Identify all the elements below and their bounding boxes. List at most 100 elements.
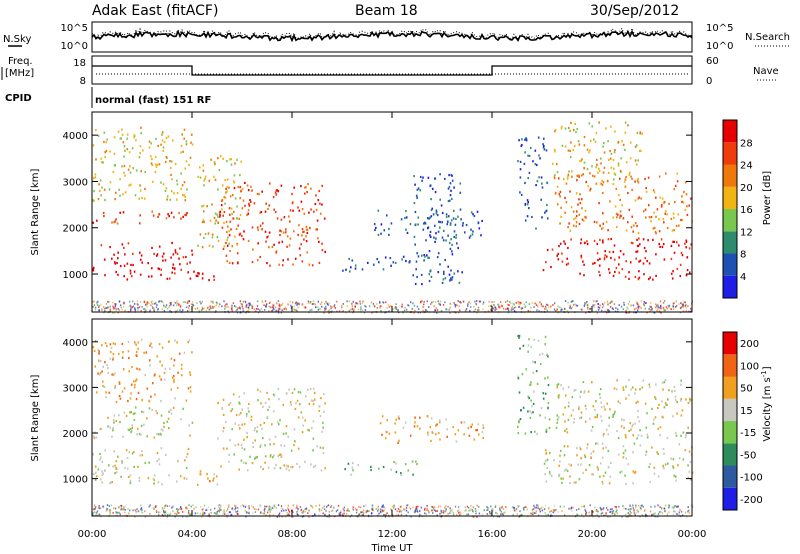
- data-cell: [528, 397, 530, 400]
- data-cell: [162, 259, 164, 262]
- data-cell: [218, 305, 220, 308]
- data-cell: [163, 421, 165, 425]
- data-cell: [475, 512, 477, 515]
- data-cell: [226, 244, 229, 247]
- data-cell: [421, 300, 423, 303]
- data-cell: [572, 506, 574, 509]
- data-cell: [289, 209, 292, 212]
- data-cell: [315, 208, 318, 211]
- data-cell: [447, 512, 449, 515]
- data-cell: [272, 196, 275, 199]
- data-cell: [428, 511, 430, 514]
- data-cell: [558, 306, 560, 309]
- data-cell: [544, 308, 546, 310]
- data-cell: [447, 187, 450, 190]
- data-cell: [470, 228, 472, 231]
- data-cell: [547, 406, 549, 409]
- data-cell: [576, 454, 578, 457]
- data-cell: [580, 308, 582, 311]
- data-cell: [324, 402, 326, 405]
- data-cell: [140, 507, 143, 509]
- data-cell: [639, 259, 642, 262]
- data-cell: [210, 158, 212, 161]
- data-cell: [201, 508, 204, 511]
- data-cell: [412, 473, 414, 476]
- data-cell: [338, 512, 340, 514]
- data-cell: [201, 306, 203, 309]
- data-cell: [153, 508, 155, 510]
- data-cell: [668, 504, 671, 507]
- data-cell: [257, 259, 259, 262]
- data-cell: [93, 349, 96, 353]
- data-cell: [639, 388, 641, 391]
- data-cell: [618, 453, 620, 456]
- data-cell: [109, 343, 112, 346]
- data-cell: [674, 431, 677, 434]
- data-cell: [444, 258, 446, 262]
- data-cell: [614, 505, 616, 508]
- data-cell: [117, 273, 119, 276]
- data-cell: [268, 438, 271, 441]
- data-cell: [238, 401, 240, 404]
- data-cell: [189, 386, 192, 389]
- data-cell: [628, 514, 630, 516]
- data-cell: [116, 222, 119, 225]
- data-cell: [239, 300, 242, 302]
- data-cell: [493, 300, 495, 303]
- data-cell: [323, 508, 326, 511]
- data-cell: [138, 476, 141, 479]
- data-cell: [568, 170, 570, 173]
- data-cell: [106, 504, 109, 506]
- data-cell: [335, 300, 338, 303]
- data-cell: [559, 454, 561, 457]
- data-cell: [248, 204, 251, 207]
- data-cell: [523, 303, 525, 306]
- cpid-row: CPID normal (fast) 151 RF: [5, 87, 211, 108]
- data-cell: [115, 218, 117, 221]
- data-cell: [248, 307, 250, 310]
- data-cell: [685, 398, 687, 401]
- data-cell: [153, 252, 155, 255]
- data-cell: [654, 505, 656, 508]
- data-cell: [414, 223, 417, 226]
- data-cell: [575, 192, 578, 195]
- data-cell: [621, 140, 623, 143]
- freq-left-tick-top: 18: [73, 58, 86, 69]
- data-cell: [129, 272, 132, 275]
- data-cell: [517, 377, 520, 380]
- data-cell: [367, 261, 369, 264]
- data-cell: [242, 307, 244, 310]
- data-cell: [652, 238, 654, 241]
- data-cell: [143, 423, 145, 426]
- data-cell: [215, 304, 217, 307]
- data-cell: [540, 507, 542, 510]
- data-cell: [117, 352, 120, 355]
- data-cell: [655, 303, 657, 306]
- data-cell: [466, 505, 469, 508]
- data-cell: [454, 505, 457, 508]
- data-cell: [131, 452, 134, 455]
- data-cell: [575, 225, 577, 228]
- data-cell: [190, 141, 192, 144]
- data-cell: [164, 514, 166, 517]
- data-cell: [381, 415, 384, 418]
- data-cell: [229, 213, 231, 216]
- noise-left-tick-top: 10^5: [61, 23, 88, 34]
- data-cell: [533, 390, 535, 393]
- data-cell: [573, 218, 575, 221]
- data-cell: [481, 219, 483, 223]
- data-cell: [676, 505, 679, 508]
- data-cell: [264, 300, 267, 303]
- data-cell: [322, 426, 324, 429]
- data-cell: [245, 413, 248, 416]
- data-cell: [214, 178, 217, 181]
- data-cell: [567, 173, 570, 176]
- data-cell: [319, 308, 322, 310]
- data-cell: [216, 483, 219, 486]
- data-cell: [435, 424, 437, 427]
- data-cell: [681, 200, 683, 203]
- data-cell: [178, 303, 180, 306]
- data-cell: [687, 506, 689, 508]
- data-cell: [449, 277, 452, 280]
